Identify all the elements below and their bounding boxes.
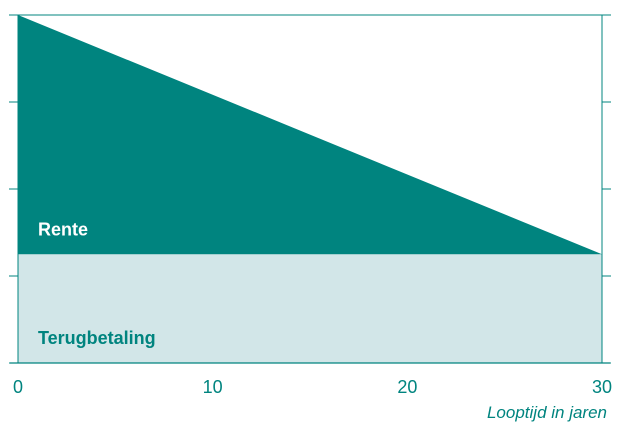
- x-tick-label: 30: [592, 377, 612, 397]
- x-axis-title: Looptijd in jaren: [487, 403, 607, 422]
- area-terugbetaling: [18, 254, 602, 363]
- x-tick-label: 20: [397, 377, 417, 397]
- chart-areas: [18, 15, 602, 363]
- x-tick-labels: 0 10 20 30: [13, 377, 612, 397]
- x-tick-label: 10: [203, 377, 223, 397]
- x-tick-label: 0: [13, 377, 23, 397]
- series-labels: Rente Terugbetaling: [38, 219, 156, 348]
- label-terugbetaling: Terugbetaling: [38, 328, 156, 348]
- chart-ticks: [9, 14, 611, 364]
- area-rente: [18, 15, 602, 255]
- label-rente: Rente: [38, 219, 88, 239]
